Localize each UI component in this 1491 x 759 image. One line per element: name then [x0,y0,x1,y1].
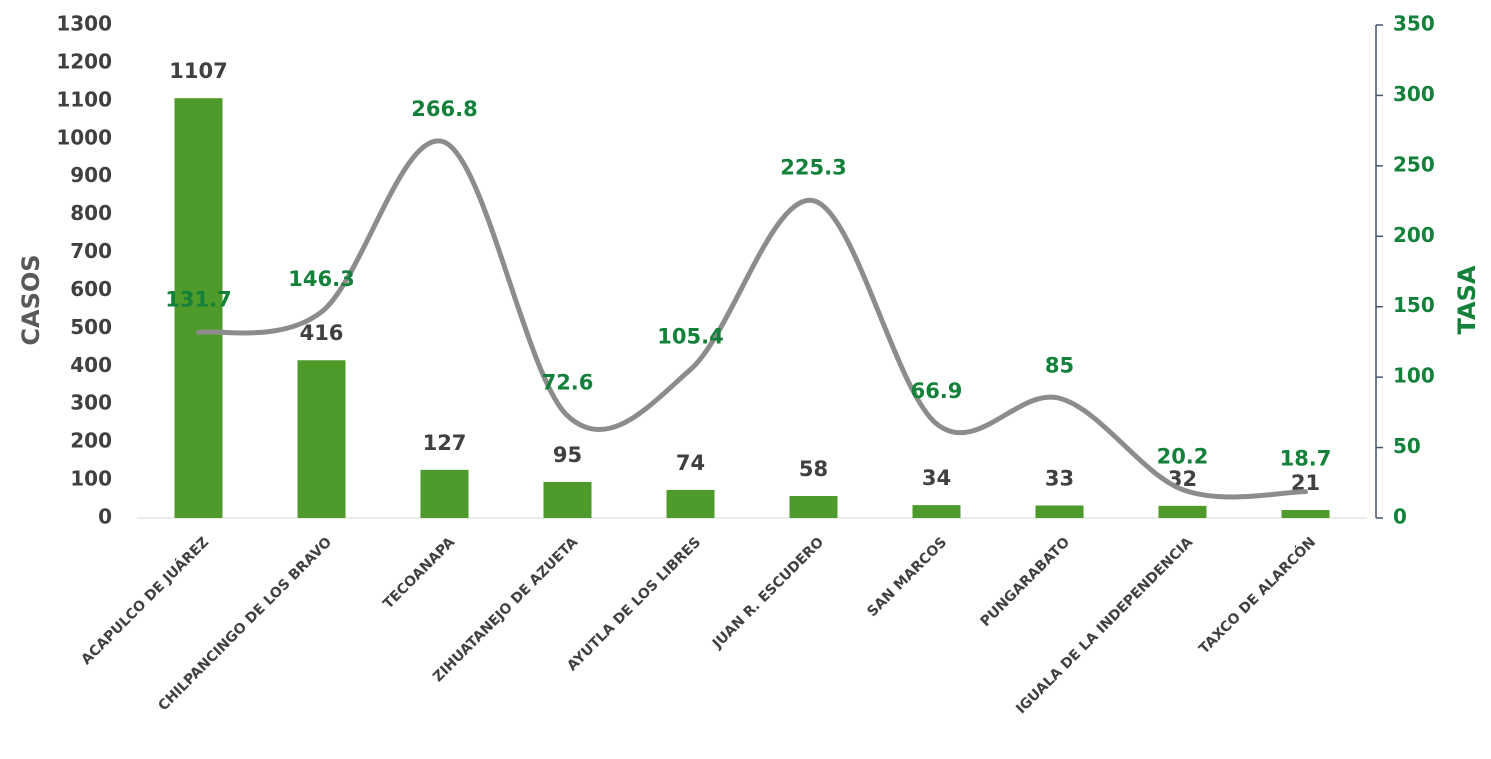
bar-value-label: 1107 [169,59,227,83]
y-tick-label: 1100 [56,87,112,111]
bar-value-label: 58 [799,457,828,481]
line-value-label: 146.3 [288,267,354,291]
y-tick-label: 600 [70,277,112,301]
x-tick-label: SAN MARCOS [864,534,950,620]
bar [543,481,592,518]
x-tick-label: AYUTLA DE LOS LIBRES [564,534,704,674]
y-tick-label: 900 [70,163,112,187]
y2-tick-label: 0 [1393,505,1407,529]
line-value-label: 131.7 [165,287,231,311]
y-tick-label: 0 [98,505,112,529]
line-value-label: 20.2 [1157,445,1209,469]
y2-tick-label: 100 [1393,364,1435,388]
rate-line [196,138,1308,500]
y-tick-label: 1300 [56,12,112,36]
bar [1158,505,1207,518]
y-tick-label: 1200 [56,49,112,73]
x-tick-label: TECOANAPA [380,534,458,612]
bar [174,98,223,519]
line-value-label: 66.9 [911,379,963,403]
y2-tick-label: 350 [1393,12,1435,36]
bar [912,505,961,518]
y2-axis-title: TASA [1453,265,1481,334]
line-value-label: 72.6 [542,371,594,395]
y-tick-label: 500 [70,315,112,339]
y-tick-label: 400 [70,353,112,377]
y-tick-label: 100 [70,467,112,491]
y2-tick-label: 250 [1393,152,1435,176]
bar-value-label: 416 [300,321,344,345]
bar [297,360,346,518]
bar-value-label: 95 [553,443,582,467]
y-tick-label: 300 [70,391,112,415]
line-value-label: 85 [1045,353,1074,377]
x-tick-label: ZIHUATANEJO DE AZUETA [430,534,581,685]
x-tick-label: JUAN R. ESCUDERO [709,534,827,652]
bar-value-label: 127 [423,431,467,455]
bar [666,489,715,518]
bar-value-label: 74 [676,451,705,475]
y-tick-label: 200 [70,429,112,453]
y2-tick-label: 300 [1393,82,1435,106]
bar [789,496,838,518]
y-tick-label: 700 [70,239,112,263]
line-value-label: 105.4 [657,325,723,349]
bar-value-label: 33 [1045,466,1074,490]
line-value-label: 266.8 [411,97,477,121]
bar-value-label: 34 [922,466,951,490]
bar [420,469,469,518]
y2-tick-label: 50 [1393,434,1421,458]
y2-tick-label: 150 [1393,293,1435,317]
y2-tick-label: 200 [1393,223,1435,247]
line-value-label: 18.7 [1280,447,1332,471]
line-value-label: 225.3 [780,156,846,180]
bar [1035,505,1084,518]
x-tick-label: PUNGARABATO [978,534,1074,630]
x-tick-label: ACAPULCO DE JUÁREZ [78,534,212,668]
y-tick-label: 1000 [56,125,112,149]
y-axis-title: CASOS [17,254,45,345]
x-tick-label: TAXCO DE ALARCÓN [1195,533,1319,657]
y-tick-label: 800 [70,201,112,225]
bar [1281,510,1330,518]
